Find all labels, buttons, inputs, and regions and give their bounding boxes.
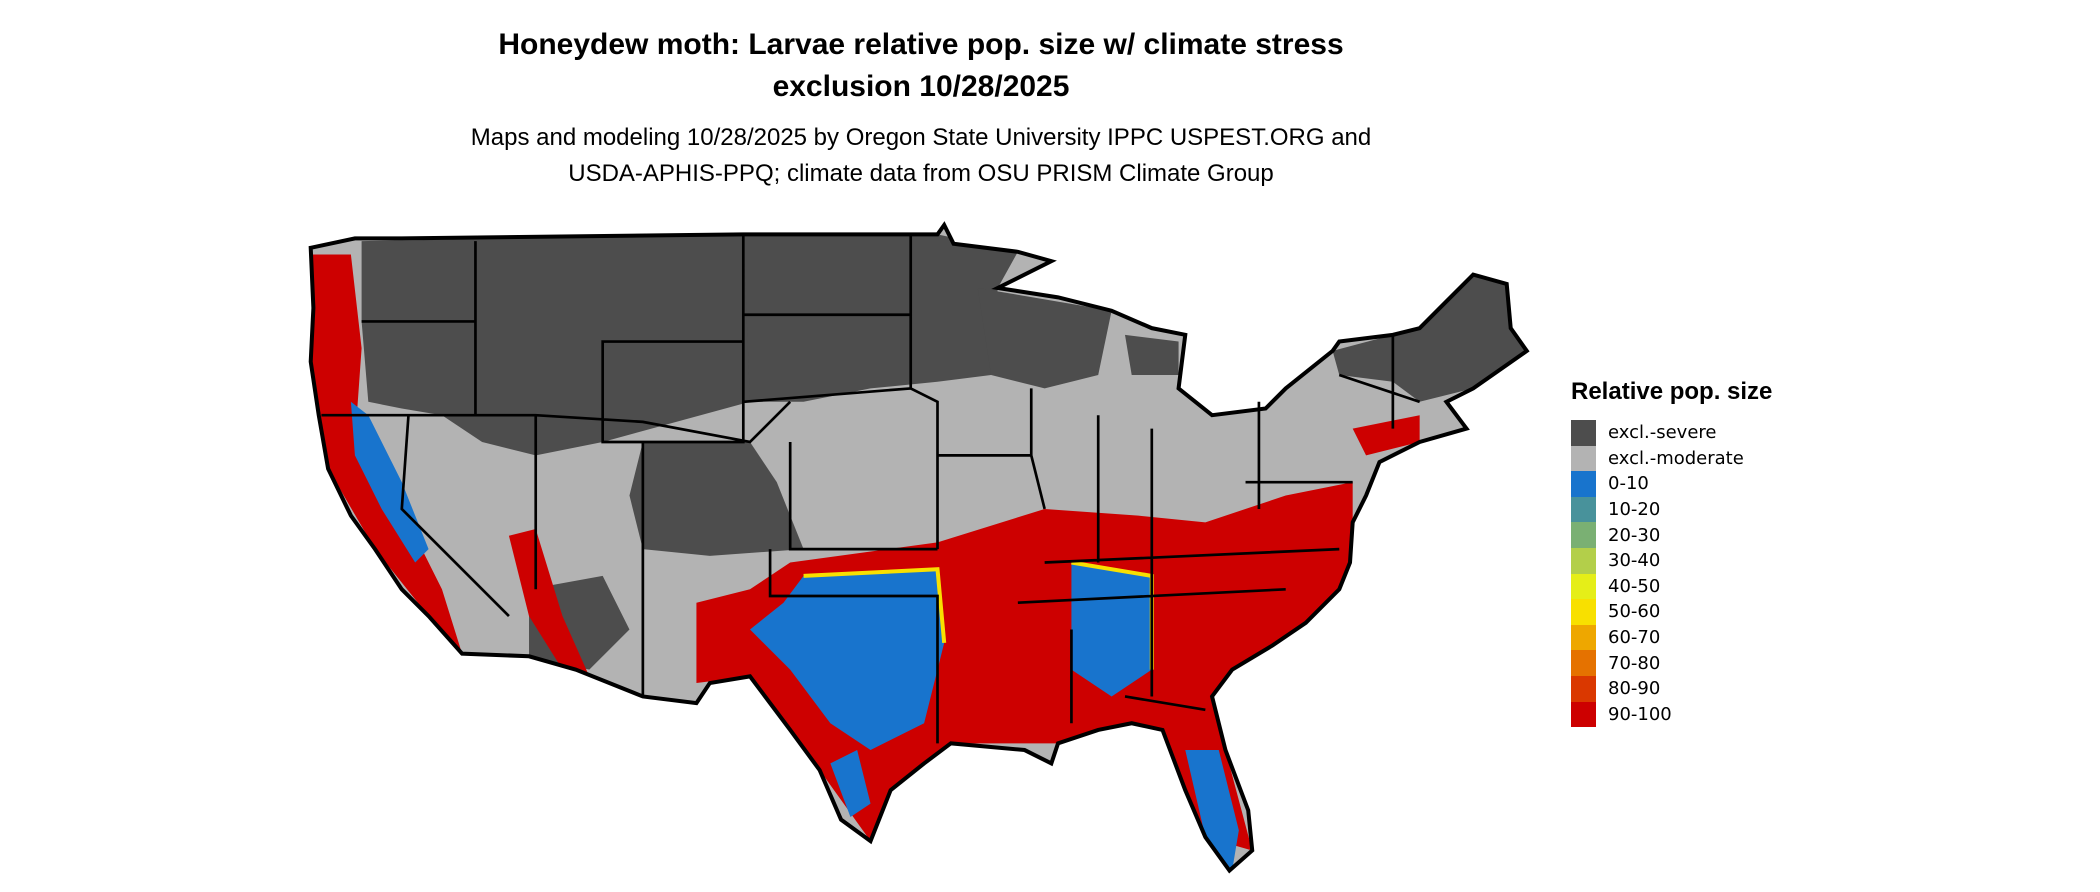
legend-swatch (1571, 496, 1596, 523)
legend-swatch (1571, 420, 1596, 446)
legend-label: excl.-moderate (1608, 447, 1744, 469)
legend-label: 80-90 (1608, 678, 1661, 700)
legend-item: 0-10 (1571, 471, 1772, 497)
low-suitability-region-florida (1185, 750, 1239, 871)
legend-swatch (1571, 701, 1596, 728)
legend-item: 80-90 (1571, 675, 1772, 702)
legend-item: 70-80 (1571, 650, 1772, 676)
legend-swatch (1571, 675, 1596, 702)
legend-item: 40-50 (1571, 573, 1772, 600)
legend-item: 90-100 (1571, 701, 1772, 728)
legend-label: 30-40 (1608, 550, 1661, 572)
legend-swatch (1571, 624, 1596, 651)
legend-label: 60-70 (1608, 627, 1661, 649)
legend-swatch (1571, 445, 1596, 472)
legend-swatch (1571, 599, 1596, 625)
excl-severe-region-newengland (1332, 274, 1527, 402)
low-suitability-region-westcoast (350, 401, 429, 563)
legend-item: 50-60 (1571, 599, 1772, 625)
legend-label: 40-50 (1608, 575, 1661, 597)
suitable-region-westcoast (310, 254, 463, 654)
legend-swatch (1571, 522, 1596, 548)
legend: Relative pop. size excl.-severe excl.-mod… (1571, 378, 1773, 728)
legend-item: 20-30 (1571, 522, 1772, 548)
low-suitability-region-midsouth (1071, 562, 1152, 697)
legend-item: 10-20 (1571, 496, 1772, 523)
legend-title: Relative pop. size (1571, 378, 1773, 405)
excl-severe-region-northplains (743, 234, 1018, 402)
excl-severe-region-greatlakes (977, 287, 1112, 389)
legend-item: excl.-severe (1571, 420, 1772, 446)
legend-item: 30-40 (1571, 547, 1772, 574)
map-title-line1: Honeydew moth: Larvae relative pop. size… (498, 28, 1344, 61)
legend-swatch (1571, 471, 1596, 497)
map-subtitle-line1: Maps and modeling 10/28/2025 by Oregon S… (470, 124, 1372, 151)
legend-label: 70-80 (1608, 652, 1661, 674)
legend-label: excl.-severe (1608, 422, 1717, 444)
legend-label: 0-10 (1608, 473, 1649, 495)
legend-label: 90-100 (1608, 703, 1672, 725)
map-title-line2: exclusion 10/28/2025 (772, 70, 1070, 103)
legend-item: 60-70 (1571, 624, 1772, 651)
legend-swatch (1571, 650, 1596, 676)
low-suitability-region-gulfcoast (830, 750, 871, 817)
excl-severe-region-michigan (1125, 334, 1179, 376)
legend-label: 50-60 (1608, 601, 1661, 623)
legend-swatch (1571, 573, 1596, 600)
legend-label: 20-30 (1608, 524, 1661, 546)
suitable-region-midatlantic (1352, 415, 1420, 456)
state-boundaries (311, 225, 1527, 871)
suitable-region-southwest (508, 529, 590, 677)
legend-label: 10-20 (1608, 499, 1661, 521)
legend-swatch (1571, 547, 1596, 574)
legend-item: excl.-moderate (1571, 445, 1772, 472)
excl-severe-region-northwest (361, 234, 750, 456)
excl-severe-region-rockies (629, 441, 804, 556)
map-subtitle-line2: USDA-APHIS-PPQ; climate data from OSU PR… (568, 160, 1274, 187)
low-suitability-region-texas (750, 569, 945, 751)
